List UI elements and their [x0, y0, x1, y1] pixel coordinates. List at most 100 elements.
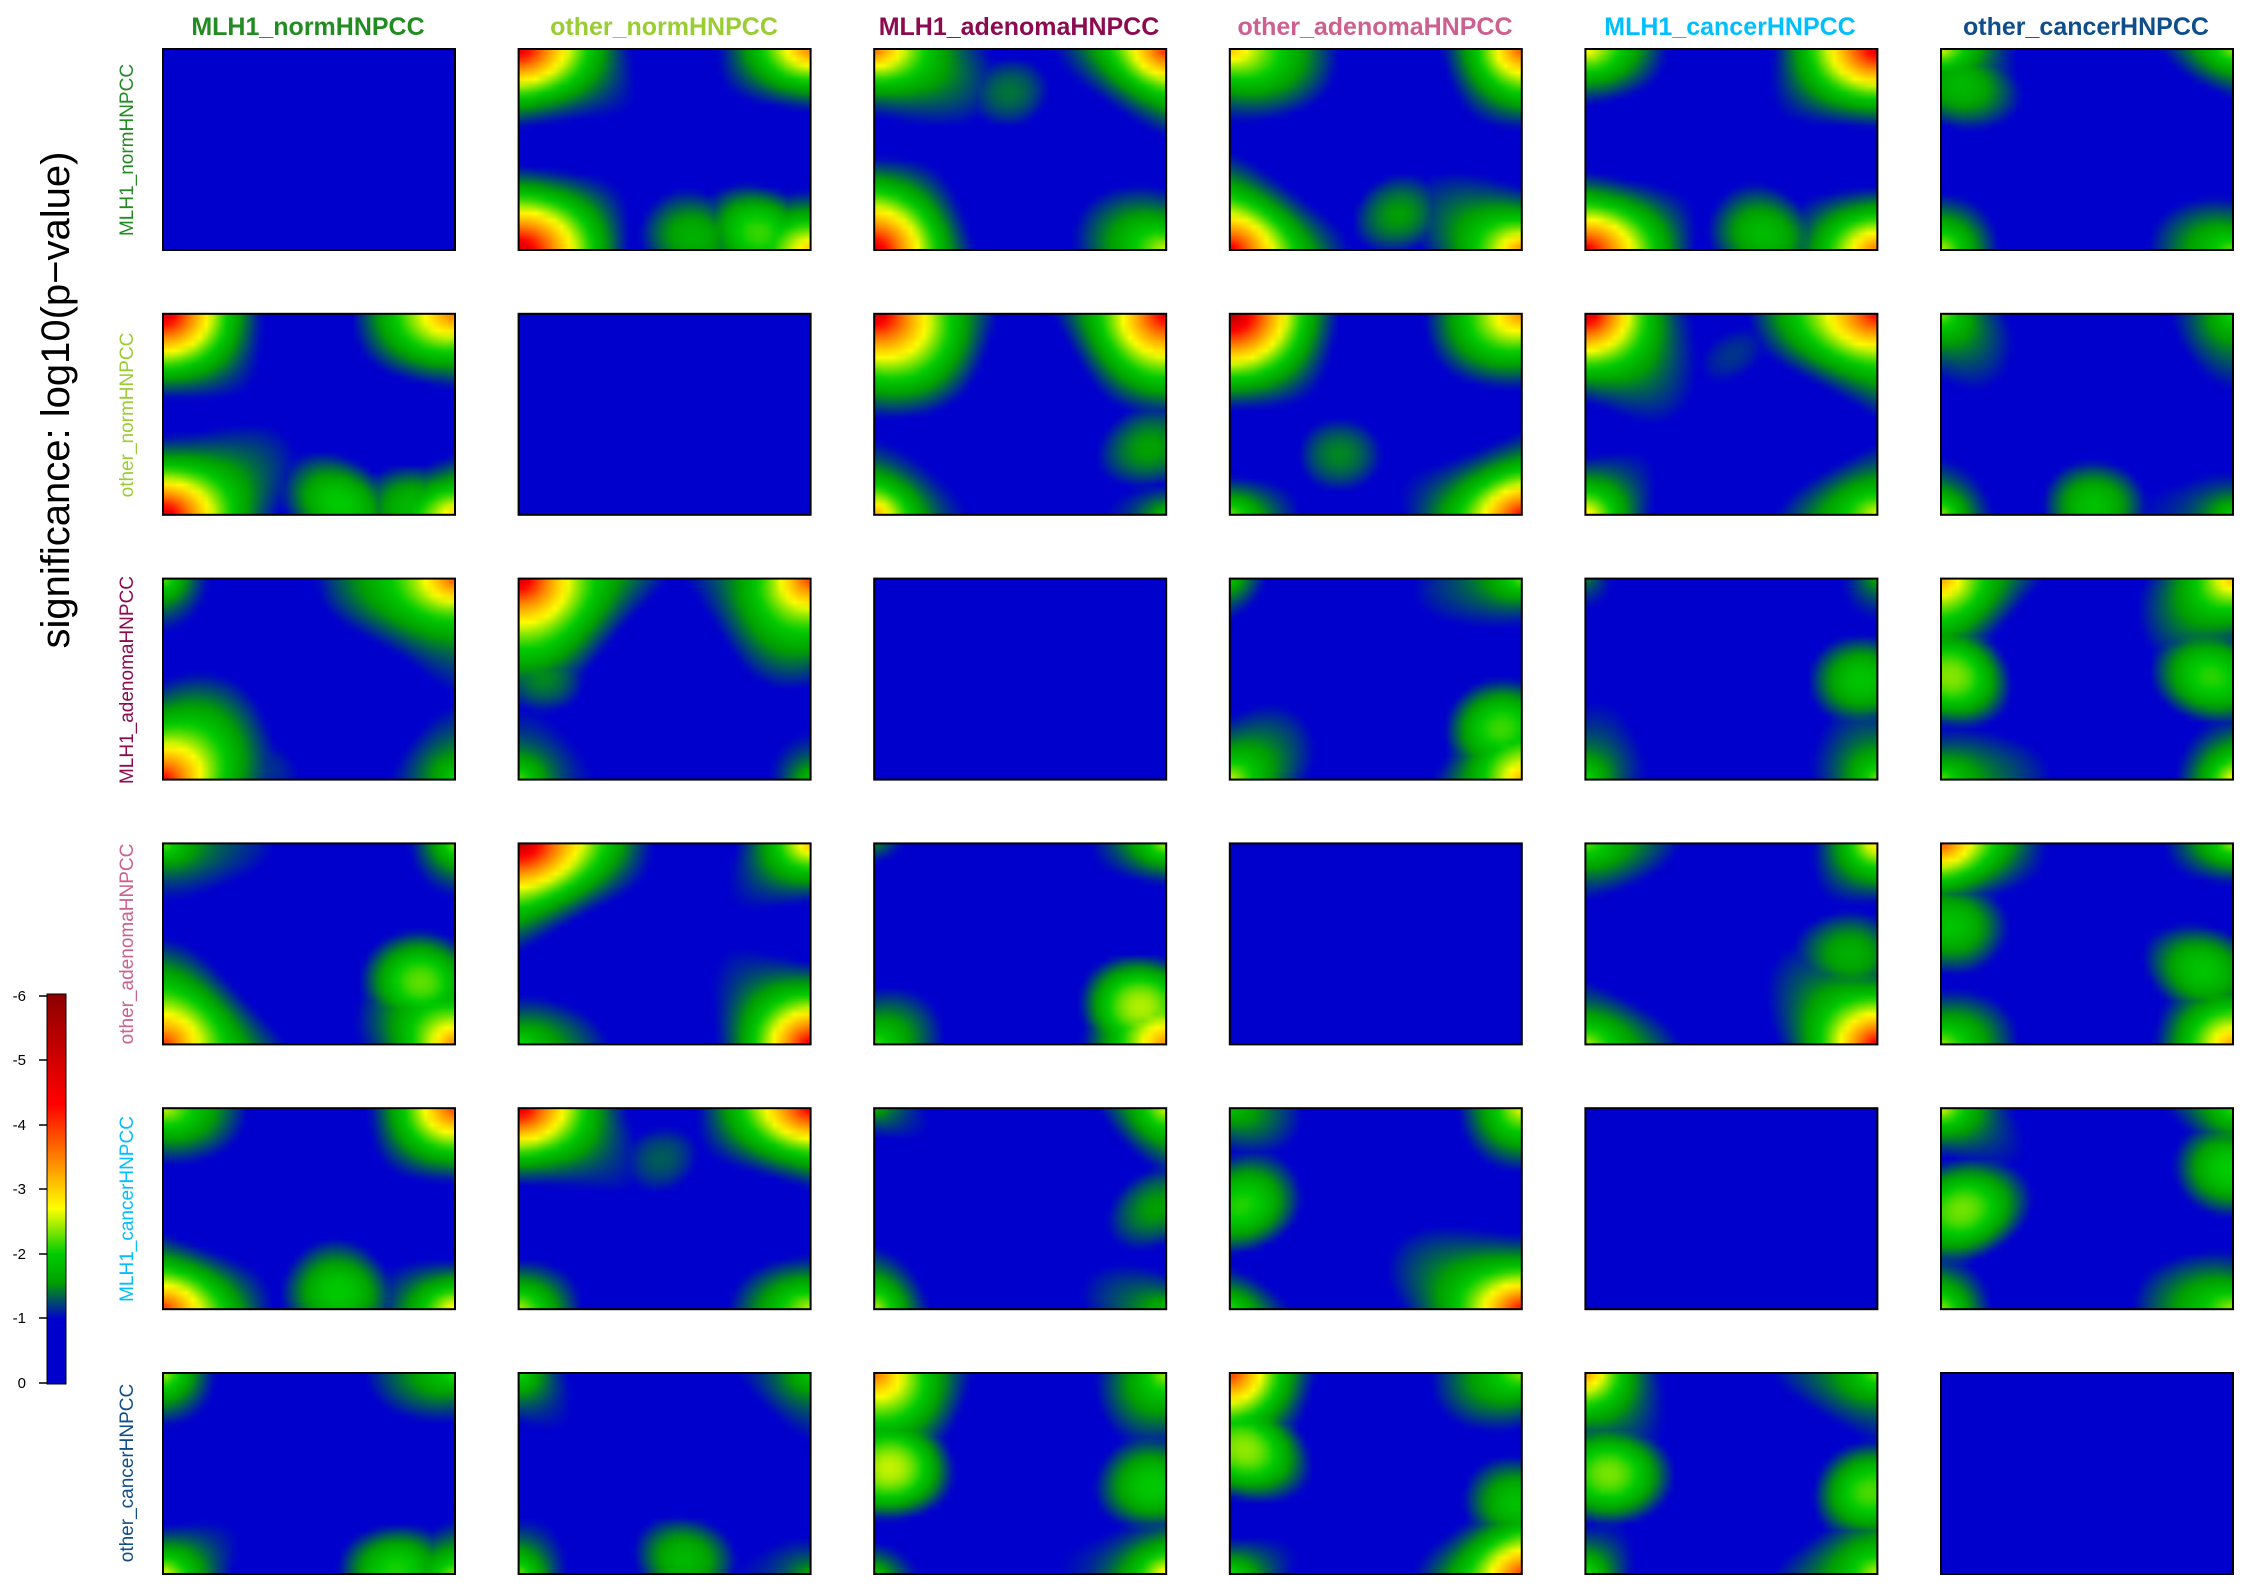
- heatmap-panel: [517, 312, 812, 516]
- row-label: other_normHNPCC: [117, 333, 138, 498]
- heatmap-panel-image: [874, 1373, 1167, 1574]
- heatmap-panel-frame: [162, 1107, 456, 1311]
- heatmap-panel-image: [518, 578, 811, 780]
- heatmap-panel: [1940, 842, 2234, 1046]
- heatmap-panel: [873, 1372, 1168, 1575]
- heatmap-panel-frame: [162, 842, 456, 1046]
- heatmap-panel-frame: [1940, 577, 2234, 781]
- colorbar-tick-label: 0: [18, 1375, 26, 1392]
- heatmap-panel-frame: [1228, 1372, 1523, 1575]
- heatmap-panel-image: [518, 1373, 811, 1574]
- heatmap-panel-frame: [1940, 842, 2234, 1046]
- heatmap-panel: [162, 48, 456, 251]
- heatmap-panel-frame: [1228, 842, 1523, 1046]
- heatmap-panel-image: [874, 49, 1167, 250]
- heatmap-panel-image: [1585, 1108, 1878, 1310]
- heatmap-panel-frame: [873, 1372, 1168, 1575]
- colorbar-tick-label: -1: [13, 1310, 26, 1327]
- colorbar-tick-label: -3: [13, 1181, 26, 1198]
- heatmap-panel-image: [1585, 578, 1878, 780]
- heatmap-panel-frame: [873, 48, 1168, 251]
- heatmap-panel-image: [163, 1373, 455, 1574]
- heatmap-panel-frame: [1940, 1107, 2234, 1311]
- heatmap-panel-frame: [517, 577, 812, 781]
- row-label: MLH1_adenomaHNPCC: [117, 576, 138, 784]
- heatmap-panel-image: [1941, 578, 2233, 780]
- heatmap-panel: [873, 48, 1168, 251]
- column-header: other_normHNPCC: [550, 13, 778, 41]
- heatmap-panel-image: [163, 49, 455, 250]
- heatmap-panel-image: [163, 843, 455, 1045]
- heatmap-panel: [517, 48, 812, 251]
- heatmap-panel: [1940, 577, 2234, 781]
- heatmap-panel: [1940, 48, 2234, 251]
- row-label: other_adenomaHNPCC: [117, 844, 138, 1045]
- heatmap-panel: [1584, 577, 1879, 781]
- heatmap-panel-frame: [1584, 842, 1879, 1046]
- heatmap-panel: [517, 842, 812, 1046]
- heatmap-panel-image: [1229, 578, 1522, 780]
- heatmap-panel-image: [1229, 1373, 1522, 1574]
- heatmap-panel-image: [163, 313, 455, 515]
- heatmap-panel-image: [1229, 843, 1522, 1045]
- heatmap-panel-frame: [517, 842, 812, 1046]
- column-header: other_adenomaHNPCC: [1237, 13, 1512, 41]
- column-header: MLH1_adenomaHNPCC: [879, 13, 1160, 41]
- colorbar-tick-label: -4: [13, 1117, 26, 1134]
- heatmap-panel-frame: [517, 1107, 812, 1311]
- heatmap-panel-image: [874, 843, 1167, 1045]
- heatmap-panel: [1228, 1372, 1523, 1575]
- heatmap-panel-image: [1941, 1373, 2233, 1574]
- heatmap-panel-frame: [1940, 1372, 2234, 1575]
- heatmap-panel: [162, 1372, 456, 1575]
- heatmap-panel: [1228, 312, 1523, 516]
- heatmap-panel-frame: [1584, 312, 1879, 516]
- heatmap-panel-frame: [873, 312, 1168, 516]
- heatmap-panel-image: [1585, 1373, 1878, 1574]
- colorbar-gradient: [46, 993, 67, 1385]
- colorbar-ticks: -6 -5 -4 -3 -2 -1 0: [13, 988, 47, 1392]
- heatmap-panel-image: [1585, 843, 1878, 1045]
- heatmap-panel-frame: [1228, 577, 1523, 781]
- heatmap-panel-image: [874, 578, 1167, 780]
- column-header: other_cancerHNPCC: [1963, 13, 2209, 41]
- y-axis-title: significance: log10(p−value): [34, 152, 78, 649]
- heatmap-panel-image: [518, 313, 811, 515]
- heatmap-panel: [873, 842, 1168, 1046]
- heatmap-panel-frame: [1940, 48, 2234, 251]
- heatmap-panel-frame: [873, 1107, 1168, 1311]
- heatmap-panel-image: [874, 313, 1167, 515]
- heatmap-panel: [1584, 48, 1879, 251]
- colorbar-tick-label: -6: [13, 988, 26, 1005]
- colorbar: -6 -5 -4 -3 -2 -1 0: [13, 988, 67, 1392]
- colorbar-tick-label: -5: [13, 1052, 26, 1069]
- heatmap-panel-frame: [1228, 1107, 1523, 1311]
- heatmap-panel: [1584, 1107, 1879, 1311]
- column-headers: MLH1_normHNPCC other_normHNPCC MLH1_aden…: [191, 13, 2209, 41]
- heatmap-panel: [1584, 842, 1879, 1046]
- heatmap-panel-frame: [873, 577, 1168, 781]
- heatmap-panel-image: [518, 843, 811, 1045]
- heatmap-panel: [162, 842, 456, 1046]
- heatmap-panel: [1584, 312, 1879, 516]
- heatmap-panel-image: [1941, 1108, 2233, 1310]
- heatmap-panel-frame: [1584, 48, 1879, 251]
- heatmap-panel: [1228, 48, 1523, 251]
- heatmap-panel-frame: [1584, 577, 1879, 781]
- heatmap-panel: [1228, 1107, 1523, 1311]
- heatmap-panel-image: [1585, 49, 1878, 250]
- heatmap-panel-frame: [1584, 1372, 1879, 1575]
- heatmap-panel-image: [874, 1108, 1167, 1310]
- heatmap-panel: [873, 312, 1168, 516]
- heatmap-panel: [1940, 1372, 2234, 1575]
- heatmap-panels: [162, 48, 2234, 1575]
- heatmap-panel-frame: [873, 842, 1168, 1046]
- heatmap-panel-image: [1229, 49, 1522, 250]
- row-labels: MLH1_normHNPCC other_normHNPCC MLH1_aden…: [117, 64, 138, 1562]
- heatmap-panel-frame: [162, 48, 456, 251]
- heatmap-panel: [1940, 1107, 2234, 1311]
- heatmap-panel: [1584, 1372, 1879, 1575]
- heatmap-panel: [517, 577, 812, 781]
- heatmap-panel: [1940, 312, 2234, 516]
